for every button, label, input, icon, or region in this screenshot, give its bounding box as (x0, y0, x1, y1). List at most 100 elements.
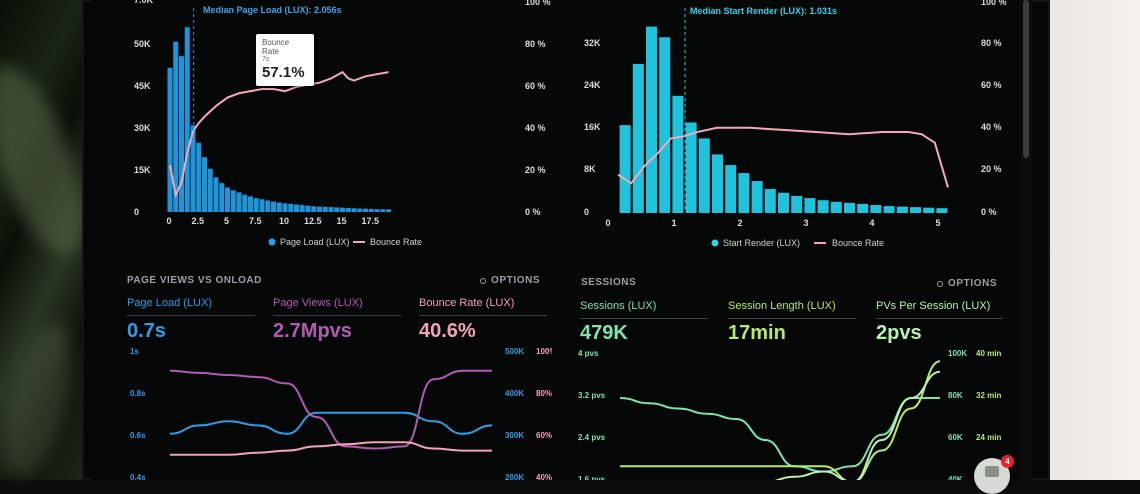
x-tick-label: 5 (935, 218, 940, 228)
histogram-bar (923, 207, 935, 213)
y3-tick-label: 24 min (976, 433, 1001, 442)
y-tick-label: 1s (130, 347, 139, 356)
x-tick-label: 17.5 (361, 216, 379, 226)
series-line (169, 441, 492, 456)
histogram-bar (271, 201, 276, 212)
histogram-bar (213, 177, 219, 212)
histogram-bar (230, 190, 236, 212)
options-icon (937, 280, 943, 287)
series-line (169, 369, 492, 450)
metric-label-bounce-rate: Bounce Rate (LUX) (419, 297, 515, 309)
histogram-bar (299, 205, 305, 212)
y-tick-label: 2.4 pvs (578, 433, 606, 442)
y2-tick-label: 200K (505, 473, 524, 480)
histogram-bar (248, 196, 253, 212)
y2-tick-label: 20 % (981, 164, 1002, 174)
y2-tick-label: 300K (505, 431, 524, 440)
histogram-bar (646, 26, 657, 213)
page-views-vs-onload-chart: 1s 0.8s 0.6s 0.4s 500K 400K 300K 200K 100% 80% 60%… (130, 347, 552, 480)
y-tick-label: 15K (134, 165, 151, 175)
histogram-bar (817, 200, 829, 213)
y-tick-label: 0.6s (130, 431, 146, 440)
histogram-bar (207, 168, 213, 212)
sessions-chart: 4 pvs 3.2 pvs 2.4 pvs 1.6 pvs 100K 80K 60K 40K 4… (578, 349, 1001, 480)
histogram-bar (844, 202, 855, 213)
histogram-bar (804, 198, 816, 213)
histogram-bar (202, 157, 207, 212)
y-tick-label: 0.8s (130, 389, 146, 398)
y2-tick-label: 80 % (981, 38, 1002, 48)
y2-tick-label: 0 % (525, 207, 541, 217)
x-tick-label: 10 (279, 216, 289, 226)
histogram-bar (725, 165, 737, 213)
y3-tick-label: 40 min (976, 349, 1001, 358)
median-annotation: Median Page Load (LUX): 2.056s (203, 5, 342, 15)
metric-label-page-load: Page Load (LUX) (127, 297, 212, 309)
histogram-bar (738, 173, 750, 213)
histogram-bar (386, 209, 391, 212)
y3-tick-label: 100% (536, 347, 552, 356)
y-tick-label: 8K (584, 164, 596, 174)
y3-tick-label: 32 min (976, 391, 1001, 400)
y2-tick-label: 100 % (981, 0, 1007, 7)
histogram-bar (368, 208, 374, 212)
options-button[interactable]: OPTIONS (937, 278, 997, 289)
histogram-bar (288, 203, 294, 212)
series-line (774, 370, 941, 480)
histogram-bar (357, 208, 363, 212)
x-tick-label: 12.5 (304, 216, 322, 226)
y2-tick-label: 60 % (981, 80, 1002, 90)
x-tick-label: 2 (737, 218, 742, 228)
y2-tick-label: 80 % (525, 39, 546, 49)
histogram-bar (282, 203, 288, 212)
histogram-bar (294, 204, 299, 212)
histogram-bar (173, 41, 179, 212)
legend-bounce-rate: Bounce Rate (370, 237, 422, 247)
y-tick-label: 32K (584, 38, 601, 48)
histogram-bar (317, 206, 322, 212)
metric-value-sessions: 479K (580, 322, 628, 344)
page-load-histogram: Median Page Load (LUX): 2.056s 50K 45K 30K… (134, 0, 551, 247)
y-tick-label: 24K (584, 80, 601, 90)
series-line (619, 397, 940, 473)
y2-tick-label: 80K (948, 391, 963, 400)
metric-divider (273, 315, 401, 316)
start-render-histogram: Median Start Render (LUX): 1.031s 32K 24K… (584, 0, 1007, 248)
y-tick-label: 16K (584, 122, 601, 132)
y-tick-label: 1.6 pvs (578, 475, 606, 480)
legend-page-load: Page Load (LUX) (280, 237, 350, 247)
scrollbar-thumb[interactable] (1023, 0, 1029, 158)
histogram-bar (778, 192, 789, 213)
x-tick-label: 15 (336, 216, 346, 226)
histogram-bar (351, 208, 357, 212)
y-tick-label: 3.2 pvs (578, 391, 606, 400)
metric-divider (127, 315, 255, 316)
panel-title: SESSIONS (581, 277, 637, 288)
options-label: OPTIONS (491, 275, 541, 286)
histogram-bar (380, 209, 386, 212)
options-button[interactable]: OPTIONS (480, 275, 540, 286)
legend-start-render: Start Render (LUX) (723, 238, 800, 248)
legend-swatch-bar (711, 239, 719, 247)
histogram-bar (857, 203, 869, 213)
x-tick-label: 5 (224, 216, 229, 226)
x-tick-label: 2.5 (191, 216, 204, 226)
chat-icon (985, 466, 999, 477)
metric-divider (580, 318, 708, 319)
series-line (169, 411, 493, 435)
options-label: OPTIONS (948, 278, 998, 289)
histogram-bar (896, 206, 908, 213)
y-tick-label: 0 (584, 207, 589, 217)
scrollbar[interactable] (1020, 0, 1032, 480)
y2-tick-label: 40K (948, 475, 963, 480)
metric-value-bounce-rate: 40.6% (419, 320, 476, 342)
metric-value-session-length: 17min (728, 322, 786, 344)
histogram-bar (184, 27, 190, 212)
monitor-bezel: Median Page Load (LUX): 2.056s 50K 45K 30K… (82, 0, 1050, 480)
metric-label-sessions: Sessions (LUX) (580, 300, 657, 312)
histogram-bar (764, 189, 776, 213)
y2-tick-label: 60K (948, 433, 963, 442)
histogram-bar (276, 202, 282, 212)
bounce-rate-tooltip: Bounce Rate 7s 57.1% (256, 34, 314, 86)
median-annotation: Median Start Render (LUX): 1.031s (690, 6, 837, 16)
